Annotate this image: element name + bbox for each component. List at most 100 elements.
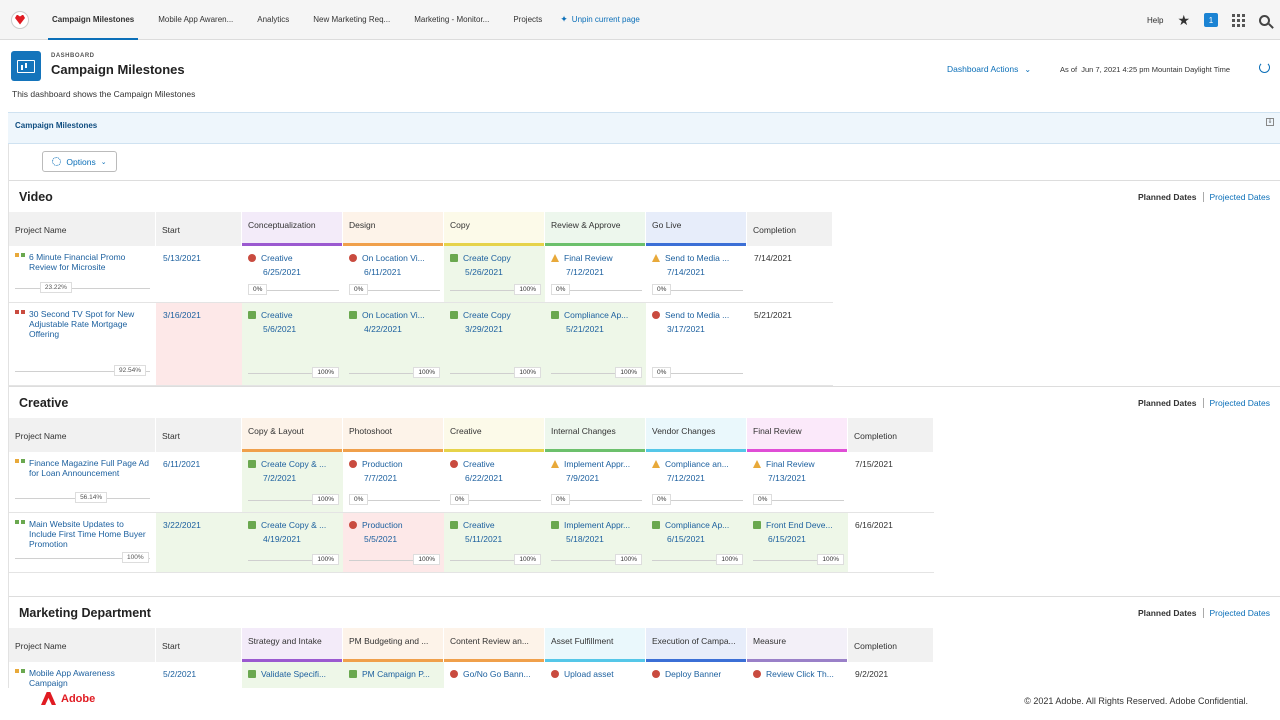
milestone-task-label[interactable]: Send to Media ... [665, 252, 730, 263]
milestone-color-stripe [343, 449, 443, 452]
project-link[interactable]: 6 Minute Financial Promo Review for Micr… [29, 252, 126, 272]
milestone-task-label[interactable]: Creative [463, 458, 495, 469]
milestone-task-label[interactable]: Production [362, 519, 403, 530]
milestone-cell[interactable]: Create Copy 5/26/2021 100% [444, 246, 545, 302]
milestone-cell[interactable]: Review Click Th... [747, 662, 848, 720]
milestone-cell[interactable]: Creative 6/22/2021 0% [444, 452, 545, 512]
milestone-cell[interactable]: Send to Media ... 3/17/2021 0% [646, 303, 747, 385]
milestone-task-label[interactable]: Creative [261, 252, 293, 263]
tab-5[interactable]: Projects [513, 15, 543, 24]
notifications-badge[interactable]: 1 [1204, 13, 1218, 27]
status-green-icon [248, 669, 256, 678]
unpin-current-page-link[interactable]: ✦ Unpin current page [554, 14, 640, 25]
milestone-task-label[interactable]: PM Campaign P... [362, 668, 430, 679]
status-red-icon [450, 669, 458, 678]
milestone-task-label[interactable]: Front End Deve... [766, 519, 833, 530]
milestone-cell[interactable]: Production 7/7/2021 0% [343, 452, 444, 512]
table-row: 30 Second TV Spot for New Adjustable Rat… [9, 303, 833, 386]
milestone-task: Send to Media ... [652, 252, 742, 263]
tab-4[interactable]: Marketing - Monitor... [414, 15, 490, 24]
options-button[interactable]: Options ⌄ [42, 151, 117, 172]
milestone-task-label[interactable]: Review Click Th... [766, 668, 834, 679]
favorites-star-icon[interactable]: ★ [1177, 11, 1190, 28]
milestone-cell[interactable]: On Location Vi... 4/22/2021 100% [343, 303, 444, 385]
milestone-cell[interactable]: Creative 6/25/2021 0% [242, 246, 343, 302]
project-status-flags [15, 519, 25, 549]
milestone-task-label[interactable]: Creative [463, 519, 495, 530]
project-progress-value: 92.54% [114, 365, 147, 376]
project-link[interactable]: Main Website Updates to Include First Ti… [29, 519, 146, 549]
collapse-icon[interactable]: ⇓ [1266, 118, 1274, 126]
milestone-task-label[interactable]: Create Copy & ... [261, 519, 327, 530]
milestone-cell[interactable]: Production 5/5/2021 100% [343, 513, 444, 572]
milestone-task-label[interactable]: On Location Vi... [362, 252, 425, 263]
tab-2[interactable]: Analytics [257, 15, 290, 24]
milestone-cell[interactable]: Final Review 7/13/2021 0% [747, 452, 848, 512]
milestone-task-label[interactable]: Final Review [564, 252, 613, 263]
table-row: Main Website Updates to Include First Ti… [9, 513, 934, 573]
milestone-task-label[interactable]: Send to Media ... [665, 309, 730, 320]
milestone-progress-track [450, 560, 541, 561]
report-panel-header: Campaign Milestones ⇓ [8, 112, 1280, 144]
milestone-cell[interactable]: Implement Appr... 7/9/2021 0% [545, 452, 646, 512]
milestone-task-label[interactable]: Implement Appr... [564, 519, 631, 530]
milestone-task-label[interactable]: Create Copy & ... [261, 458, 327, 469]
column-header-milestone: Review & Approve [545, 212, 646, 246]
project-link[interactable]: Finance Magazine Full Page Ad for Loan A… [29, 458, 150, 478]
tab-1[interactable]: Mobile App Awaren... [158, 15, 234, 24]
projected-dates-toggle[interactable]: Projected Dates [1209, 398, 1270, 408]
milestone-task-label[interactable]: Production [362, 458, 403, 469]
milestone-cell[interactable]: Compliance Ap... 6/15/2021 100% [646, 513, 747, 572]
milestone-progress-value: 100% [615, 367, 642, 378]
tab-3[interactable]: New Marketing Req... [313, 15, 391, 24]
planned-dates-toggle[interactable]: Planned Dates [1138, 398, 1204, 408]
apps-grid-icon[interactable] [1232, 13, 1245, 27]
milestone-task: Creative [450, 458, 540, 469]
milestone-cell[interactable]: Create Copy & ... 7/2/2021 100% [242, 452, 343, 512]
help-link[interactable]: Help [1146, 15, 1164, 25]
refresh-icon[interactable] [1259, 62, 1270, 73]
milestone-cell[interactable]: Creative 5/11/2021 100% [444, 513, 545, 572]
planned-dates-toggle[interactable]: Planned Dates [1138, 192, 1204, 202]
planned-dates-toggle[interactable]: Planned Dates [1138, 608, 1204, 618]
milestone-cell[interactable]: Upload asset [545, 662, 646, 720]
milestone-cell[interactable]: Go/No Go Bann... [444, 662, 545, 720]
workfront-logo[interactable] [0, 0, 40, 40]
dashboard-actions-dropdown[interactable]: Dashboard Actions ⌄ [947, 64, 1031, 74]
milestone-task-label[interactable]: Compliance Ap... [665, 519, 730, 530]
milestone-task-label[interactable]: Compliance an... [665, 458, 729, 469]
milestone-task-label[interactable]: Deploy Banner [665, 668, 722, 679]
milestone-task: Creative [248, 309, 338, 320]
milestone-cell[interactable]: Front End Deve... 6/15/2021 100% [747, 513, 848, 572]
milestone-cell[interactable]: Create Copy & ... 4/19/2021 100% [242, 513, 343, 572]
milestone-task-label[interactable]: Validate Specifi... [261, 668, 327, 679]
chevron-down-icon: ⌄ [100, 158, 107, 166]
milestone-task-label[interactable]: Implement Appr... [564, 458, 631, 469]
milestone-task-label[interactable]: Go/No Go Bann... [463, 668, 531, 679]
completion-date-cell: 5/21/2021 [747, 303, 833, 385]
milestone-task-label[interactable]: Creative [261, 309, 293, 320]
milestone-cell[interactable]: Send to Media ... 7/14/2021 0% [646, 246, 747, 302]
milestone-cell[interactable]: Implement Appr... 5/18/2021 100% [545, 513, 646, 572]
column-header-milestone: Final Review [747, 418, 848, 452]
milestone-task-label[interactable]: Create Copy [463, 309, 511, 320]
projected-dates-toggle[interactable]: Projected Dates [1209, 608, 1270, 618]
milestone-task-label[interactable]: Create Copy [463, 252, 511, 263]
tab-0[interactable]: Campaign Milestones [40, 0, 146, 40]
milestone-task-label[interactable]: Final Review [766, 458, 815, 469]
milestone-task-label[interactable]: On Location Vi... [362, 309, 425, 320]
search-icon[interactable] [1259, 14, 1270, 26]
milestone-cell[interactable]: Final Review 7/12/2021 0% [545, 246, 646, 302]
milestone-cell[interactable]: Compliance an... 7/12/2021 0% [646, 452, 747, 512]
milestone-task-label[interactable]: Upload asset [564, 668, 614, 679]
milestone-cell[interactable]: Deploy Banner [646, 662, 747, 720]
milestone-cell[interactable]: On Location Vi... 6/11/2021 0% [343, 246, 444, 302]
project-link[interactable]: Mobile App Awareness Campaign [29, 668, 115, 688]
milestone-cell[interactable]: Compliance Ap... 5/21/2021 100% [545, 303, 646, 385]
projected-dates-toggle[interactable]: Projected Dates [1209, 192, 1270, 202]
project-link[interactable]: 30 Second TV Spot for New Adjustable Rat… [29, 309, 135, 339]
milestone-task-label[interactable]: Compliance Ap... [564, 309, 629, 320]
milestone-cell[interactable]: Create Copy 3/29/2021 100% [444, 303, 545, 385]
milestone-cell[interactable]: Creative 5/6/2021 100% [242, 303, 343, 385]
milestone-progress-track [753, 500, 844, 501]
